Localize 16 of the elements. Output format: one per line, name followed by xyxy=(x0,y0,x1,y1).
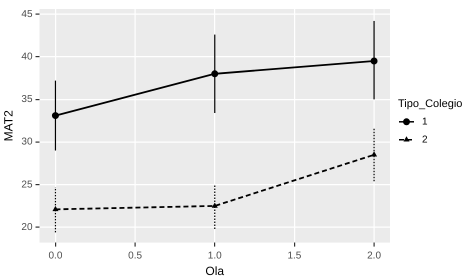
x-tick-label: 1.0 xyxy=(208,250,222,262)
y-tick-label: 35 xyxy=(21,94,33,106)
x-tick-label: 0.5 xyxy=(128,250,142,262)
legend-title: Tipo_Colegio xyxy=(398,98,462,110)
x-tick-label: 2.0 xyxy=(367,250,382,262)
x-axis-title: Ola xyxy=(205,264,224,278)
x-tick-label: 1.5 xyxy=(287,250,302,262)
x-tick-label: 0.0 xyxy=(48,250,63,262)
y-tick-label: 45 xyxy=(21,8,33,20)
y-tick-label: 20 xyxy=(21,222,33,234)
y-tick-label: 25 xyxy=(21,179,33,190)
y-tick-label: 40 xyxy=(21,51,33,62)
legend-label: 2 xyxy=(422,134,428,146)
legend-label: 1 xyxy=(422,116,428,128)
y-tick-label: 30 xyxy=(21,136,33,148)
y-axis-title: MAT2 xyxy=(2,110,16,142)
